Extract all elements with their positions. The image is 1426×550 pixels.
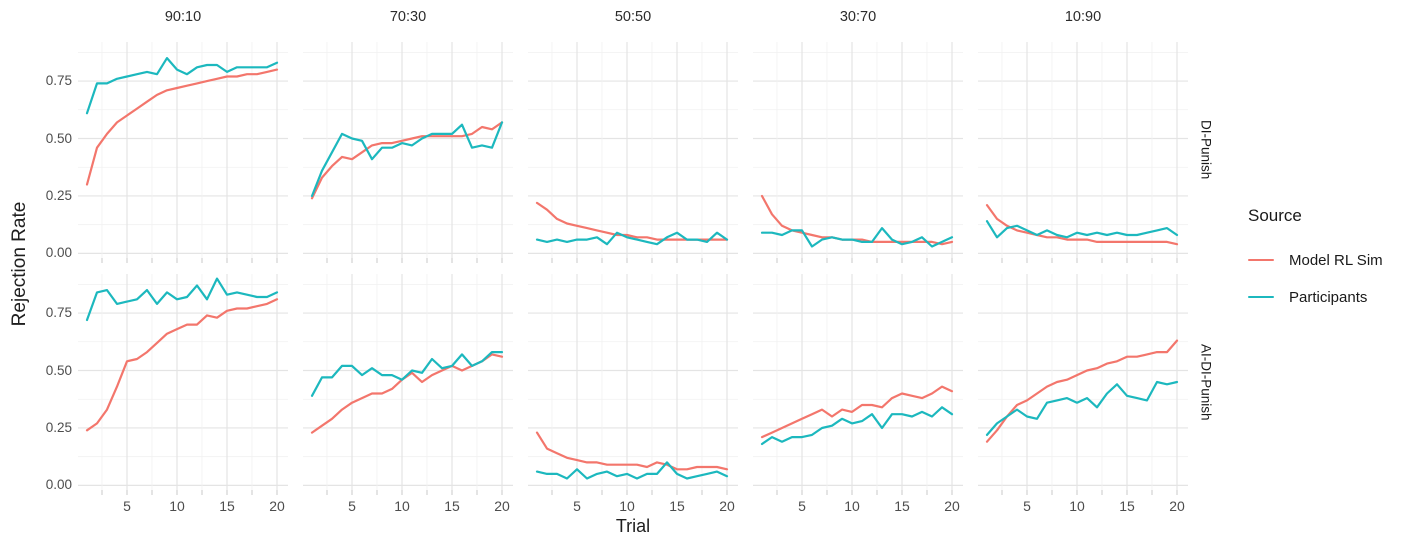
series-line-model-rl-sim bbox=[535, 201, 729, 241]
series-line-model-rl-sim bbox=[760, 194, 954, 246]
series-line-model-rl-sim bbox=[85, 298, 279, 432]
facet-panel-ai-di-punish-90-10 bbox=[78, 274, 288, 496]
x-tick-label: 15 bbox=[669, 498, 685, 514]
x-tick-label: 20 bbox=[719, 498, 735, 514]
panel-grid bbox=[78, 42, 1188, 496]
x-tick-label: 10 bbox=[1069, 498, 1085, 514]
legend-key-line-participants bbox=[1248, 295, 1274, 299]
series-line-participants bbox=[760, 227, 954, 248]
series-line-model-rl-sim bbox=[760, 385, 954, 439]
facet-column-header-90-10: 90:10 bbox=[164, 9, 202, 25]
legend-title: Source bbox=[1248, 206, 1302, 225]
series-line-model-rl-sim bbox=[310, 121, 504, 200]
x-tick-label: 15 bbox=[894, 498, 910, 514]
series-line-participants bbox=[310, 121, 504, 198]
x-tick-label: 20 bbox=[494, 498, 510, 514]
series-line-model-rl-sim bbox=[85, 68, 279, 186]
x-tick-label: 10 bbox=[394, 498, 410, 514]
facet-panel-di-punish-50-50 bbox=[528, 42, 738, 264]
series-line-participants bbox=[310, 350, 504, 397]
legend-entry-model-rl-sim: Model RL Sim bbox=[1248, 250, 1418, 270]
y-axis-title: Rejection Rate bbox=[9, 201, 30, 327]
y-tick-label: 0.75 bbox=[45, 73, 72, 89]
x-tick-label: 15 bbox=[444, 498, 460, 514]
facet-panel-di-punish-10-90 bbox=[978, 42, 1188, 264]
x-tick-label: 5 bbox=[123, 498, 131, 514]
x-tick-label: 5 bbox=[348, 498, 356, 514]
x-tick-label: 5 bbox=[1023, 498, 1031, 514]
facet-panel-ai-di-punish-70-30 bbox=[303, 274, 513, 496]
legend: Source Model RL Sim Participants bbox=[1248, 206, 1418, 324]
x-tick-label: 15 bbox=[1119, 498, 1135, 514]
facet-panel-ai-di-punish-10-90 bbox=[978, 274, 1188, 496]
series-line-model-rl-sim bbox=[985, 204, 1179, 246]
facet-column-header-10-90: 10:90 bbox=[1064, 9, 1102, 25]
x-tick-label: 20 bbox=[1169, 498, 1185, 514]
x-tick-label: 20 bbox=[269, 498, 285, 514]
facet-panel-di-punish-90-10 bbox=[78, 42, 288, 264]
x-tick-label: 10 bbox=[169, 498, 185, 514]
facet-panel-di-punish-70-30 bbox=[303, 42, 513, 264]
facet-panel-ai-di-punish-30-70 bbox=[753, 274, 963, 496]
facet-panel-ai-di-punish-50-50 bbox=[528, 274, 738, 496]
x-axis-title: Trial bbox=[615, 516, 651, 536]
series-line-participants bbox=[535, 231, 729, 246]
legend-entry-participants: Participants bbox=[1248, 287, 1418, 307]
facet-column-headers: 90:10 70:30 50:50 30:70 10:90 bbox=[78, 9, 1188, 25]
y-tick-label: 0.00 bbox=[45, 477, 72, 493]
y-tick-label: 0.25 bbox=[45, 419, 72, 435]
facet-column-header-50-50: 50:50 bbox=[614, 9, 652, 25]
series-line-participants bbox=[985, 220, 1179, 239]
facet-column-header-70-30: 70:30 bbox=[389, 9, 427, 25]
y-tick-label: 0.75 bbox=[45, 305, 72, 321]
facet-panel-di-punish-30-70 bbox=[753, 42, 963, 264]
y-tick-label: 0.00 bbox=[45, 245, 72, 261]
series-line-participants bbox=[85, 57, 279, 115]
facet-column-header-30-70: 30:70 bbox=[839, 9, 877, 25]
series-line-model-rl-sim bbox=[985, 339, 1179, 443]
legend-key-line-model-rl-sim bbox=[1248, 258, 1274, 262]
y-tick-label: 0.50 bbox=[45, 130, 72, 146]
facet-row-strip-di-punish: DI-Punish bbox=[1198, 120, 1214, 180]
legend-label: Participants bbox=[1289, 288, 1368, 306]
x-tick-label: 10 bbox=[844, 498, 860, 514]
x-tick-label: 10 bbox=[619, 498, 635, 514]
x-tick-label: 15 bbox=[219, 498, 235, 514]
x-tick-label: 5 bbox=[798, 498, 806, 514]
series-line-participants bbox=[535, 461, 729, 480]
x-tick-label: 5 bbox=[573, 498, 581, 514]
x-tick-label: 20 bbox=[944, 498, 960, 514]
y-tick-label: 0.50 bbox=[45, 362, 72, 378]
legend-label: Model RL Sim bbox=[1289, 251, 1383, 269]
series-line-model-rl-sim bbox=[535, 431, 729, 471]
series-line-participants bbox=[760, 406, 954, 446]
facet-row-strip-ai-di-punish: AI-DI-Punish bbox=[1198, 343, 1214, 421]
series-line-participants bbox=[985, 380, 1179, 436]
y-tick-label: 0.25 bbox=[45, 187, 72, 203]
series-line-participants bbox=[85, 277, 279, 322]
legend-entries: Model RL Sim Participants bbox=[1248, 250, 1418, 307]
